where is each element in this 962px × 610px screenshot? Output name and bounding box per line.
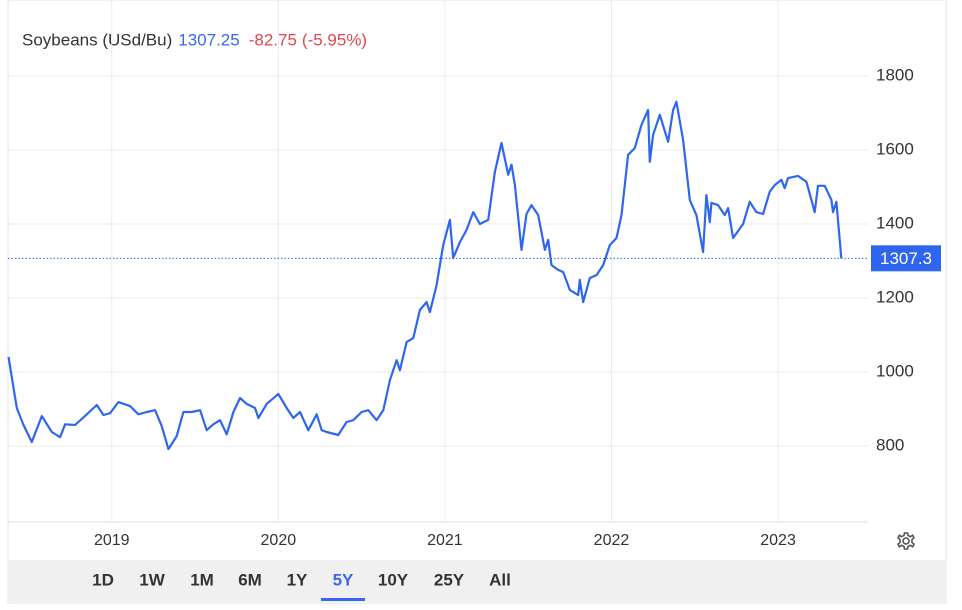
x-tick-label: 2019	[94, 532, 130, 549]
range-button[interactable]: 1W	[139, 570, 165, 589]
price-change-pct: (-5.95%)	[302, 30, 367, 49]
range-bar	[8, 560, 946, 602]
x-tick-label: 2023	[760, 532, 796, 549]
range-button[interactable]: All	[489, 570, 511, 589]
active-range-underline	[321, 598, 365, 601]
y-tick-label: 1800	[876, 65, 914, 84]
range-button[interactable]: 10Y	[378, 570, 409, 589]
y-tick-label: 1000	[876, 362, 914, 381]
frame	[7, 0, 947, 604]
last-price: 1307.25	[178, 30, 239, 49]
range-button[interactable]: 6M	[238, 570, 262, 589]
y-tick-label: 1400	[876, 213, 914, 232]
x-tick-label: 2021	[427, 532, 463, 549]
settings-icon[interactable]	[896, 532, 916, 550]
x-tick-label: 2020	[261, 532, 297, 549]
range-button[interactable]: 1Y	[287, 570, 308, 589]
range-button[interactable]: 5Y	[333, 570, 354, 589]
grid	[8, 0, 868, 522]
price-line	[7, 100, 843, 451]
x-tick-label: 2022	[594, 532, 630, 549]
range-button[interactable]: 1M	[190, 570, 214, 589]
y-tick-label: 1600	[876, 139, 914, 158]
price-change: -82.75	[249, 30, 297, 49]
range-button[interactable]: 1D	[92, 570, 114, 589]
y-tick-label: 1200	[876, 288, 914, 307]
range-button[interactable]: 25Y	[434, 570, 465, 589]
last-price-badge	[871, 245, 941, 272]
chart-title: Soybeans (USd/Bu)	[22, 30, 172, 49]
y-tick-label: 800	[876, 436, 904, 455]
last-price-label: 1307.3	[880, 249, 932, 268]
